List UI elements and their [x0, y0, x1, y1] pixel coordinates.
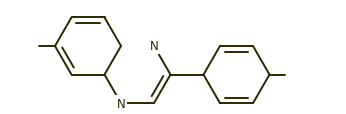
- Text: N: N: [117, 97, 125, 110]
- Text: N: N: [149, 40, 158, 53]
